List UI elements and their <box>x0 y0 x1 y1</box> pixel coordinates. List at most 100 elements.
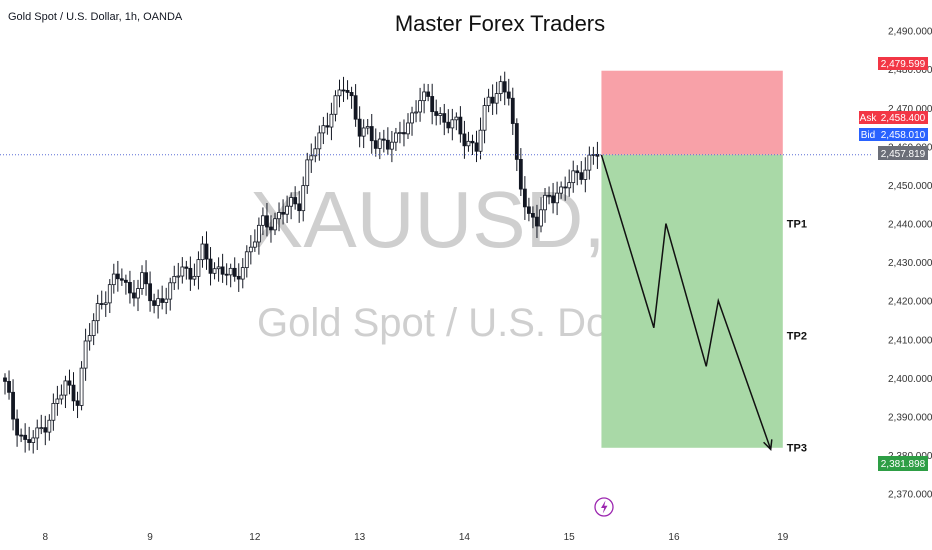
candle-body <box>466 140 471 147</box>
candle-body <box>99 303 104 305</box>
candle-body <box>583 169 588 180</box>
candle-body <box>297 203 302 212</box>
candle-body <box>87 335 92 342</box>
candle-body <box>75 400 80 406</box>
candle-body <box>204 243 209 260</box>
y-axis[interactable]: 2,490.0002,480.0002,470.0002,460.0002,45… <box>888 27 932 501</box>
candle-body <box>454 116 459 121</box>
candle-body <box>341 89 346 92</box>
candle-body <box>442 113 447 123</box>
candle-body <box>148 283 152 302</box>
price-badges: 2,479.599 Ask 2,458.400 Bid 2,458.010 2,… <box>859 57 928 471</box>
tp-label-2: TP2 <box>787 330 807 342</box>
candle-body <box>168 282 173 300</box>
candle-body <box>575 170 580 174</box>
candle-body <box>176 275 181 278</box>
candle-body <box>462 133 467 147</box>
candle-body <box>27 439 32 443</box>
candle-body <box>551 195 555 204</box>
candle-body <box>51 403 56 421</box>
candle-body <box>285 205 290 215</box>
candle-body <box>55 398 60 404</box>
candle-body <box>293 197 298 205</box>
candle-body <box>559 186 564 194</box>
candle-body <box>180 266 185 277</box>
candle-body <box>422 91 427 102</box>
candle-body <box>478 129 483 152</box>
candle-body <box>470 140 475 144</box>
candle-body <box>361 127 366 137</box>
candle-body <box>35 427 40 439</box>
candle-body <box>522 188 527 208</box>
candle-body <box>39 427 44 430</box>
candle-body <box>426 91 431 97</box>
candle-body <box>172 276 177 284</box>
x-axis[interactable]: 8 9 12 13 14 15 16 19 <box>43 532 789 543</box>
y-tick-label: 2,370.000 <box>888 490 932 501</box>
candle-body <box>506 91 511 99</box>
candle-body <box>119 278 124 281</box>
y-tick-label: 2,430.000 <box>888 258 932 269</box>
stop-price-label: 2,479.599 <box>881 59 926 70</box>
candle-body <box>321 125 326 134</box>
candle-body <box>369 126 374 142</box>
candle-body <box>345 90 350 93</box>
candle-body <box>518 159 523 190</box>
candle-body <box>414 111 418 114</box>
candle-body <box>3 377 7 382</box>
candle-body <box>63 380 68 396</box>
candle-body <box>486 96 491 106</box>
candle-body <box>67 380 72 386</box>
target-price-badge <box>878 456 928 471</box>
candle-body <box>543 194 547 211</box>
candle-body <box>152 300 157 306</box>
candle-body <box>71 384 76 402</box>
candle-body <box>531 213 535 218</box>
lightning-icon[interactable] <box>594 497 614 517</box>
candle-body <box>128 281 132 294</box>
candle-body <box>438 113 443 116</box>
candle-body <box>220 266 225 275</box>
candle-body <box>269 226 273 231</box>
candle-body <box>31 437 36 443</box>
candle-body <box>188 267 193 280</box>
candle-body <box>406 122 410 135</box>
candle-body <box>281 212 285 215</box>
ask-tag-label: Ask <box>860 113 878 124</box>
x-tick-label: 8 <box>43 532 49 543</box>
candle-body <box>333 95 338 115</box>
x-tick-label: 16 <box>668 532 680 543</box>
candle-body <box>389 141 394 150</box>
candle-body <box>398 132 402 134</box>
candle-body <box>510 97 515 124</box>
candle-body <box>240 267 245 280</box>
take-profit-labels: TP1 TP2 TP3 <box>787 219 807 455</box>
candle-body <box>47 419 52 433</box>
candle-body <box>208 258 213 274</box>
bid-tag <box>859 128 878 141</box>
candle-body <box>450 119 455 129</box>
candle-body <box>103 302 108 305</box>
candle-body <box>579 172 584 180</box>
candle-body <box>273 218 277 231</box>
last-price-label: 2,457.819 <box>881 149 926 160</box>
candle-body <box>434 111 439 116</box>
candle-body <box>277 212 281 220</box>
candle-body <box>212 268 217 274</box>
candle-body <box>514 123 519 160</box>
x-tick-label: 19 <box>777 532 789 543</box>
candle-body <box>527 206 531 214</box>
candle-body <box>228 267 233 276</box>
candle-body <box>458 116 463 135</box>
candle-body <box>59 394 64 400</box>
candle-body <box>539 209 543 227</box>
candle-body <box>15 418 19 436</box>
candle-body <box>265 215 269 228</box>
candle-body <box>325 125 330 128</box>
stop-loss-zone <box>601 70 783 155</box>
candle-body <box>555 192 560 204</box>
candle-body <box>95 303 100 322</box>
candle-body <box>402 132 406 135</box>
